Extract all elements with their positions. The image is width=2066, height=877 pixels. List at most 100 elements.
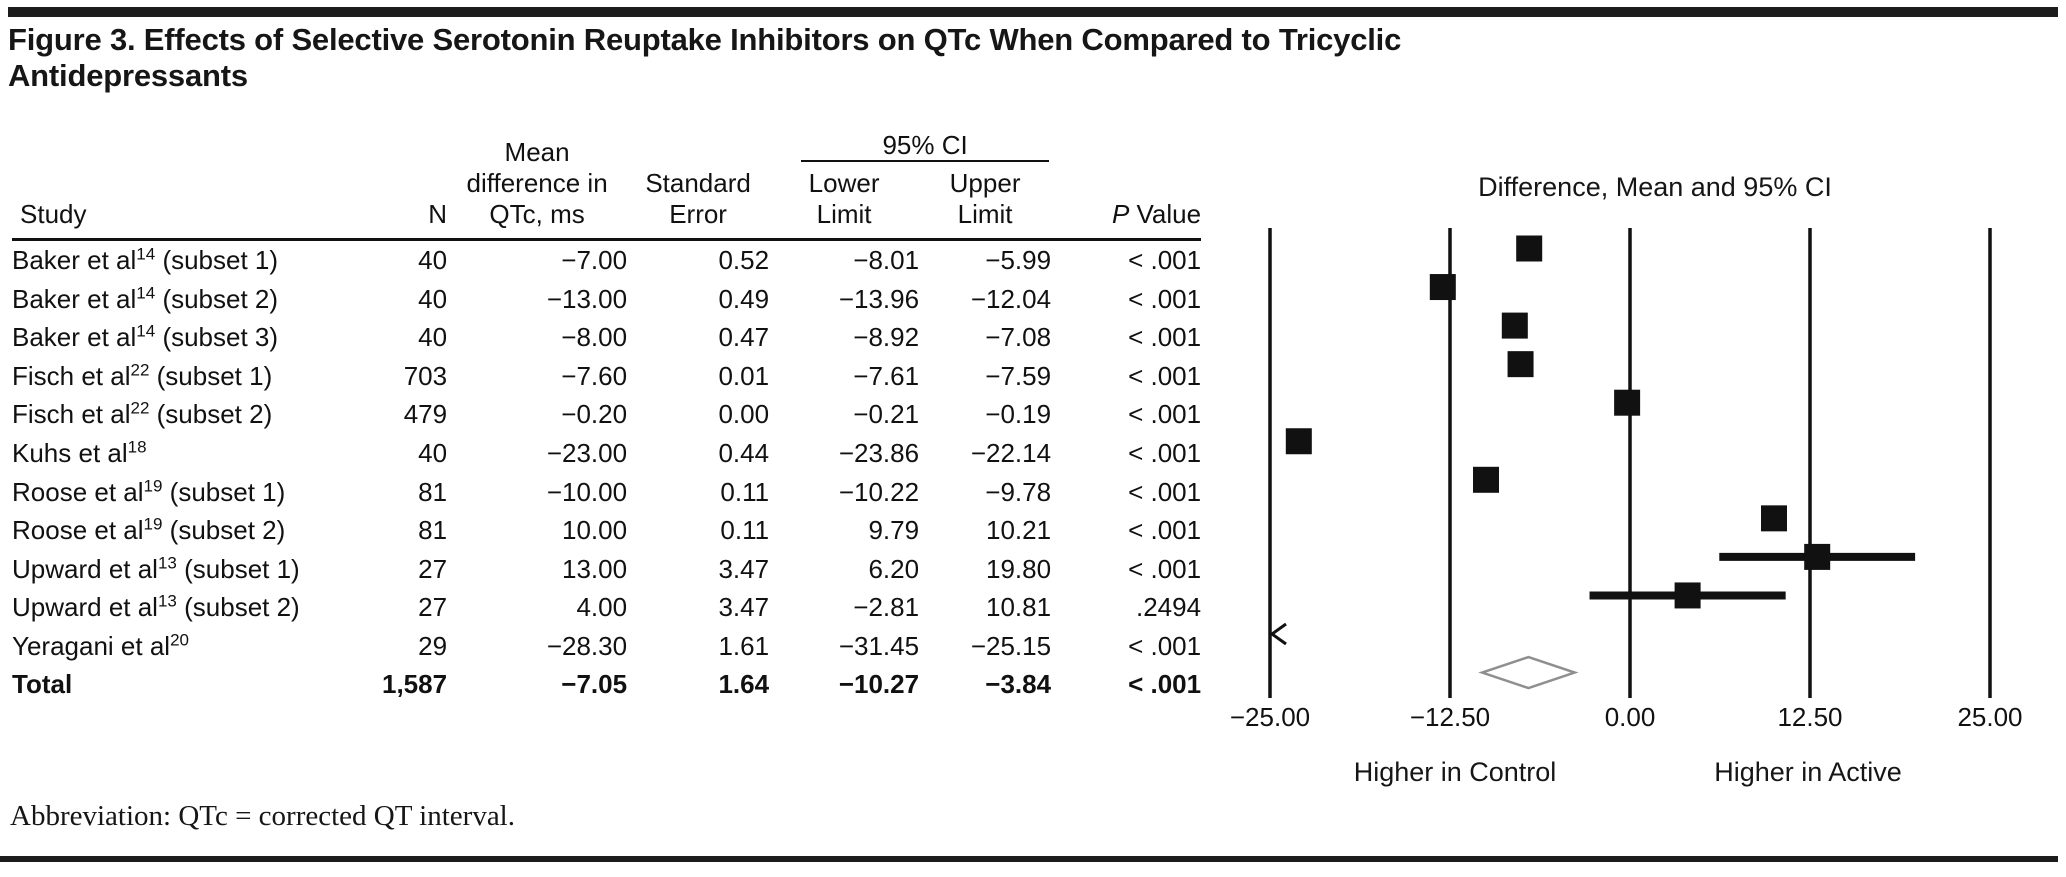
x-axis-tick-label: 12.50: [1777, 702, 1843, 732]
study-subset: (subset 1): [155, 245, 279, 276]
cell-lower-limit: −23.86: [838, 438, 920, 468]
col-header-standard-error: Standard Error: [627, 86, 770, 241]
cell-mean-difference: −13.00: [546, 283, 628, 314]
table-row: Fisch et al22 (subset 1) 703 −7.60 0.01 …: [12, 357, 1201, 396]
study-reference-superscript: 22: [130, 398, 150, 418]
cell-lower-limit: −2.81: [853, 592, 920, 623]
cell-n: 81: [418, 476, 448, 507]
study-reference-superscript: 20: [170, 630, 189, 650]
cell-upper-limit: −25.15: [970, 630, 1052, 661]
forest-square-marker: [1761, 505, 1787, 532]
cell-standard-error: 0.00: [718, 399, 770, 430]
study-reference-superscript: 14: [136, 321, 156, 341]
cell-n: 27: [418, 553, 448, 584]
cell-p-value: < .001: [1128, 399, 1202, 430]
ci-subheaders: Lower Limit Upper Limit: [769, 168, 1051, 230]
cell-upper-limit: −7.59: [985, 360, 1052, 391]
cell-n: 40: [418, 245, 448, 276]
cell-standard-error: 0.47: [718, 322, 770, 353]
cell-p-value: < .001: [1128, 476, 1202, 507]
cell-lower-limit: −10.27: [838, 669, 920, 700]
table-row: Kuhs et al18 40 −23.00 0.44 −23.86 −22.1…: [12, 434, 1201, 473]
study-subset: (subset 2): [155, 283, 279, 314]
table-row: Roose et al19 (subset 2) 81 10.00 0.11 9…: [12, 511, 1201, 550]
study-name: Yeragani et al: [12, 630, 171, 661]
cell-n: 703: [403, 360, 448, 391]
cell-p-value: < .001: [1128, 360, 1202, 391]
forest-square-marker: [1473, 466, 1499, 493]
study-subset: (subset 1): [176, 553, 300, 584]
cell-standard-error: 0.11: [720, 515, 770, 546]
cell-n: 40: [418, 283, 448, 314]
cell-p-value: < .001: [1128, 669, 1202, 700]
total-diamond-marker: [1478, 655, 1579, 690]
axis-direction-label-left: Higher in Control: [1353, 757, 1557, 787]
table-row: Baker et al14 (subset 2) 40 −13.00 0.49 …: [12, 280, 1201, 319]
cell-lower-limit: −7.61: [853, 360, 920, 391]
axis-direction-label-right: Higher in Active: [1714, 757, 1902, 787]
cell-p-value: < .001: [1128, 515, 1202, 546]
cell-n: 1,587: [382, 669, 448, 700]
study-subset: (subset 3): [155, 322, 279, 353]
cell-n: 479: [403, 399, 448, 430]
table-header: Study N Mean difference in QTc, ms Stand…: [12, 86, 1202, 241]
cell-upper-limit: 19.80: [986, 553, 1052, 584]
cell-p-value: < .001: [1128, 245, 1202, 276]
cell-standard-error: 0.44: [718, 438, 770, 468]
cell-n: 40: [418, 438, 448, 468]
study-name: Fisch et al: [12, 399, 131, 430]
cell-mean-difference: −8.00: [561, 322, 628, 353]
study-name: Roose et al: [12, 476, 144, 507]
cell-upper-limit: −22.14: [970, 438, 1052, 468]
cell-upper-limit: −3.84: [985, 669, 1052, 700]
cell-upper-limit: −5.99: [985, 245, 1052, 276]
cell-mean-difference: 4.00: [576, 592, 628, 623]
study-name: Kuhs et al: [12, 438, 128, 468]
cell-mean-difference: −28.30: [546, 630, 628, 661]
col-header-upper-limit: Upper Limit: [949, 168, 1021, 229]
table-row: Upward et al13 (subset 1) 27 13.00 3.47 …: [12, 549, 1201, 588]
forest-square-marker: [1285, 428, 1312, 455]
forest-plot-title: Difference, Mean and 95% CI: [1478, 172, 1832, 202]
forest-square-marker: [1674, 582, 1701, 609]
cell-n: 81: [418, 515, 448, 546]
study-reference-superscript: 19: [143, 514, 163, 534]
cell-n: 40: [418, 322, 448, 353]
table-row: Yeragani et al20 29 −28.30 1.61 −31.45 −…: [12, 626, 1201, 665]
cell-upper-limit: −7.08: [985, 322, 1052, 353]
cell-upper-limit: 10.21: [986, 515, 1052, 546]
study-subset: (subset 1): [149, 360, 273, 391]
col-header-p-value: P Value: [1051, 86, 1202, 241]
forest-square-marker: [1501, 312, 1528, 339]
study-reference-superscript: 22: [130, 360, 150, 380]
top-rule: [8, 7, 2058, 17]
table-row: Fisch et al22 (subset 2) 479 −0.20 0.00 …: [12, 395, 1201, 434]
x-axis-tick-label: 25.00: [1957, 702, 2023, 732]
cell-mean-difference: 13.00: [562, 553, 628, 584]
study-reference-superscript: 13: [157, 552, 177, 572]
cell-standard-error: 1.61: [718, 630, 770, 661]
table-row: Roose et al19 (subset 1) 81 −10.00 0.11 …: [12, 472, 1201, 511]
cell-p-value: .2494: [1136, 592, 1202, 623]
cell-p-value: < .001: [1128, 553, 1202, 584]
cell-mean-difference: −0.20: [561, 399, 628, 430]
cell-mean-difference: −23.00: [546, 438, 628, 468]
study-subset: (subset 2): [162, 515, 286, 546]
cell-lower-limit: −13.96: [838, 283, 920, 314]
study-reference-superscript: 19: [143, 475, 163, 495]
cell-lower-limit: −8.01: [853, 245, 920, 276]
forest-square-marker: [1614, 389, 1641, 416]
cell-p-value: < .001: [1128, 630, 1202, 661]
offscale-left-arrow-marker: [1269, 622, 1287, 646]
ci-group-label: 95% CI: [801, 130, 1050, 162]
cell-p-value: < .001: [1128, 322, 1202, 353]
cell-standard-error: 0.01: [718, 360, 770, 391]
cell-mean-difference: −7.60: [561, 360, 628, 391]
cell-standard-error: 3.47: [718, 592, 770, 623]
table-row: Baker et al14 (subset 1) 40 −7.00 0.52 −…: [12, 240, 1201, 280]
col-header-n: N: [382, 86, 448, 241]
cell-upper-limit: −9.78: [985, 476, 1052, 507]
cell-lower-limit: 9.79: [868, 515, 920, 546]
